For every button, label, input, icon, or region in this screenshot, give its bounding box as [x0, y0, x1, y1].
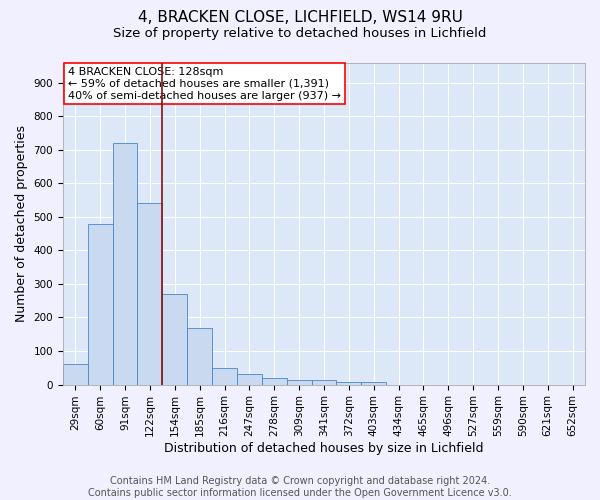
Bar: [361, 382, 386, 384]
Bar: [137, 204, 163, 384]
Bar: [88, 224, 113, 384]
Bar: [337, 382, 361, 384]
Text: Size of property relative to detached houses in Lichfield: Size of property relative to detached ho…: [113, 28, 487, 40]
Bar: [287, 380, 311, 384]
X-axis label: Distribution of detached houses by size in Lichfield: Distribution of detached houses by size …: [164, 442, 484, 455]
Y-axis label: Number of detached properties: Number of detached properties: [15, 125, 28, 322]
Bar: [63, 364, 88, 384]
Bar: [163, 294, 187, 384]
Text: Contains HM Land Registry data © Crown copyright and database right 2024.
Contai: Contains HM Land Registry data © Crown c…: [88, 476, 512, 498]
Text: 4 BRACKEN CLOSE: 128sqm
← 59% of detached houses are smaller (1,391)
40% of semi: 4 BRACKEN CLOSE: 128sqm ← 59% of detache…: [68, 68, 341, 100]
Bar: [311, 380, 337, 384]
Bar: [212, 368, 237, 384]
Bar: [113, 143, 137, 384]
Text: 4, BRACKEN CLOSE, LICHFIELD, WS14 9RU: 4, BRACKEN CLOSE, LICHFIELD, WS14 9RU: [137, 10, 463, 25]
Bar: [262, 378, 287, 384]
Bar: [187, 328, 212, 384]
Bar: [237, 374, 262, 384]
